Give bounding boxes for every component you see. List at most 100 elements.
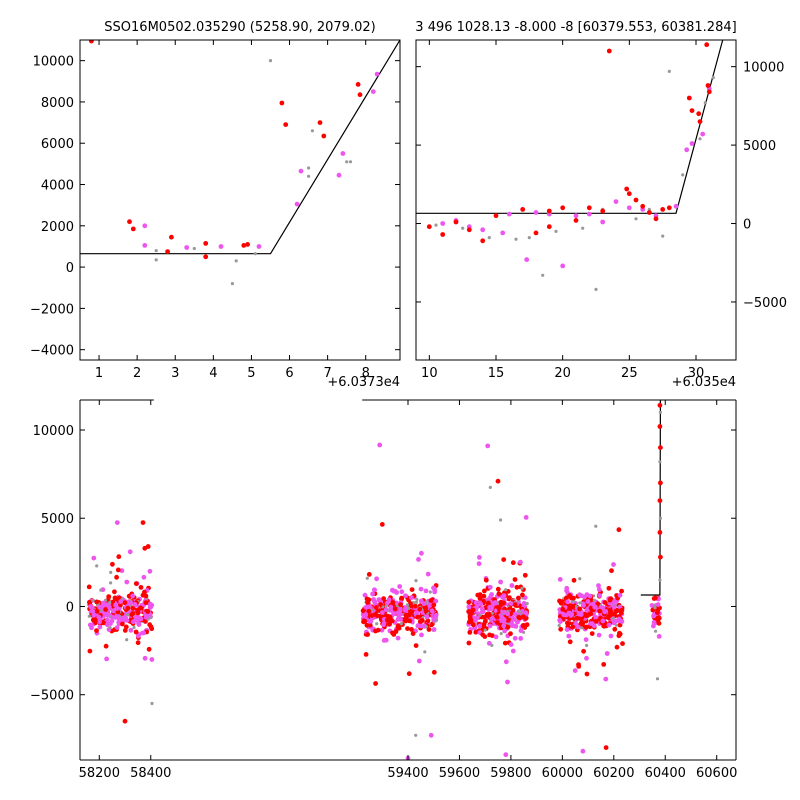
data-point-red — [653, 595, 658, 601]
outlier-gray — [150, 701, 154, 706]
data-point-red — [116, 554, 122, 560]
data-point-red — [409, 609, 414, 615]
outlier-pink — [503, 752, 509, 758]
data-point-pink — [379, 627, 385, 633]
data-point-red — [133, 629, 139, 635]
data-point-pink — [415, 623, 421, 629]
data-point-red — [597, 608, 602, 614]
data-point-pink — [596, 583, 601, 588]
data-point-red — [321, 133, 327, 139]
data-point-pink — [142, 655, 148, 661]
data-point-red — [94, 628, 99, 633]
data-point-pink — [498, 579, 503, 585]
data-point-pink — [480, 227, 486, 233]
data-point-red — [142, 589, 147, 595]
data-point-pink — [509, 583, 515, 588]
model-line — [80, 40, 400, 255]
data-point-pink — [431, 617, 437, 623]
data-point-gray — [554, 229, 558, 233]
data-point-pink — [584, 607, 590, 613]
data-point-red — [578, 620, 584, 626]
outlier-pink — [428, 732, 434, 738]
data-point-pink — [429, 608, 435, 614]
data-point-pink — [132, 602, 138, 607]
data-point-gray — [125, 613, 130, 617]
data-point-gray — [414, 600, 419, 604]
data-point-gray — [87, 614, 91, 618]
data-point-pink — [433, 612, 439, 618]
data-point-red — [496, 591, 502, 597]
data-point-pink — [572, 668, 578, 673]
data-point-pink — [524, 257, 530, 262]
data-point-red — [426, 224, 432, 230]
x-tick-label: 60400 — [645, 766, 686, 781]
outlier-gray — [414, 733, 418, 737]
data-point-red — [495, 586, 501, 592]
data-point-red — [87, 648, 93, 654]
data-point-pink — [606, 622, 612, 628]
data-point-red — [378, 602, 383, 607]
data-point-red — [357, 92, 363, 98]
data-point-gray — [634, 217, 638, 221]
data-point-red — [422, 604, 428, 610]
data-point-pink — [105, 617, 110, 623]
data-point-red — [466, 227, 472, 233]
data-point-red — [466, 609, 472, 614]
data-point-red — [106, 594, 112, 599]
data-point-red — [417, 606, 423, 612]
y-tick-label: −5000 — [743, 296, 787, 311]
data-point-pink — [626, 205, 632, 211]
data-point-red — [94, 608, 100, 614]
data-point-pink — [432, 587, 438, 593]
data-point-gray — [594, 287, 598, 291]
y-tick-label: −2000 — [30, 302, 74, 317]
data-point-pink — [565, 599, 570, 605]
data-point-pink — [584, 655, 589, 661]
data-point-pink — [89, 625, 94, 631]
spike-point — [658, 460, 662, 464]
chart-title-left: SSO16M0502.035290 (5258.90, 2079.02) — [104, 20, 375, 35]
data-point-pink — [374, 71, 380, 77]
data-point-pink — [603, 676, 609, 682]
data-point-pink — [587, 593, 593, 599]
data-point-red — [606, 48, 612, 54]
data-point-gray — [514, 237, 518, 241]
data-point-red — [245, 242, 251, 247]
data-point-red — [595, 601, 601, 607]
data-point-gray — [395, 604, 399, 608]
data-point-gray — [614, 623, 619, 627]
data-point-gray — [345, 160, 349, 164]
data-point-red — [122, 628, 128, 633]
data-point-red — [115, 567, 121, 573]
data-point-gray — [234, 259, 238, 263]
data-point-red — [390, 630, 395, 636]
data-point-pink — [142, 223, 148, 229]
data-point-red — [493, 213, 499, 219]
data-point-red — [146, 646, 152, 652]
data-point-red — [130, 611, 136, 616]
data-point-red — [620, 641, 625, 646]
data-point-gray — [230, 282, 234, 286]
panel-top-left: 1 2 3 4 5 6 7 8 −4000 −2000 0 2000 4000 6000 8000 10000 — [30, 39, 401, 381]
data-point-red — [365, 632, 370, 637]
data-point-red — [366, 572, 372, 577]
data-point-pink — [581, 603, 586, 608]
data-point-red — [560, 606, 566, 612]
data-point-red — [577, 606, 582, 612]
data-point-pink — [386, 597, 392, 603]
data-point-pink — [384, 600, 390, 606]
data-point-pink — [515, 619, 520, 625]
data-point-red — [89, 40, 94, 44]
data-point-red — [606, 614, 612, 619]
data-point-pink — [114, 625, 120, 630]
data-point-pink — [397, 584, 403, 589]
x-tick-label: 60200 — [593, 766, 634, 781]
data-point-gray — [132, 625, 136, 630]
y-tick-label: −4000 — [30, 344, 74, 359]
data-point-pink — [97, 624, 103, 630]
data-point-red — [279, 100, 285, 106]
data-point-pink — [564, 585, 570, 591]
y-tick-label: 10000 — [33, 424, 74, 439]
data-point-gray — [307, 166, 311, 170]
data-point-pink — [533, 210, 539, 215]
